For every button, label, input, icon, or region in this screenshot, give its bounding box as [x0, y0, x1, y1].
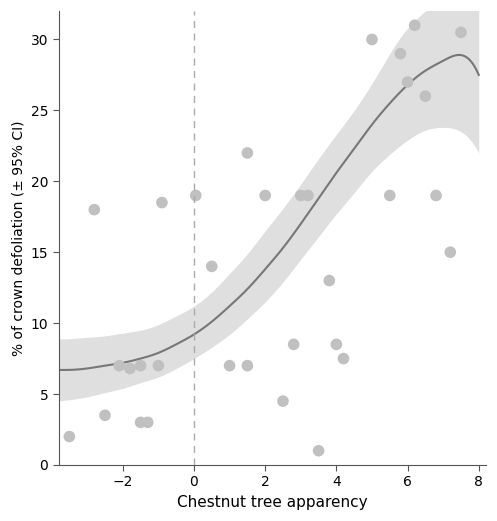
Point	[457, 28, 465, 36]
Point	[332, 340, 340, 349]
Point	[421, 92, 429, 101]
Point	[155, 362, 163, 370]
Point	[144, 418, 152, 427]
Point	[192, 191, 200, 200]
Point	[297, 191, 305, 200]
Point	[90, 205, 98, 214]
Point	[386, 191, 394, 200]
Point	[244, 362, 251, 370]
Point	[208, 262, 216, 270]
Point	[432, 191, 440, 200]
Point	[304, 191, 312, 200]
Point	[339, 354, 347, 363]
Point	[137, 362, 145, 370]
Point	[411, 21, 418, 30]
Point	[446, 248, 454, 256]
Point	[137, 418, 145, 427]
Point	[66, 432, 74, 441]
Point	[404, 78, 412, 86]
Point	[290, 340, 298, 349]
Point	[368, 35, 376, 44]
Point	[397, 49, 405, 58]
Point	[244, 149, 251, 157]
Point	[101, 411, 109, 419]
Point	[126, 364, 134, 373]
Point	[315, 446, 323, 455]
Point	[158, 199, 166, 207]
Point	[279, 397, 287, 405]
Y-axis label: % of crown defoliation (± 95% CI): % of crown defoliation (± 95% CI)	[11, 120, 25, 356]
Point	[261, 191, 269, 200]
X-axis label: Chestnut tree apparency: Chestnut tree apparency	[177, 495, 368, 510]
Point	[115, 362, 123, 370]
Point	[226, 362, 234, 370]
Point	[325, 276, 333, 284]
